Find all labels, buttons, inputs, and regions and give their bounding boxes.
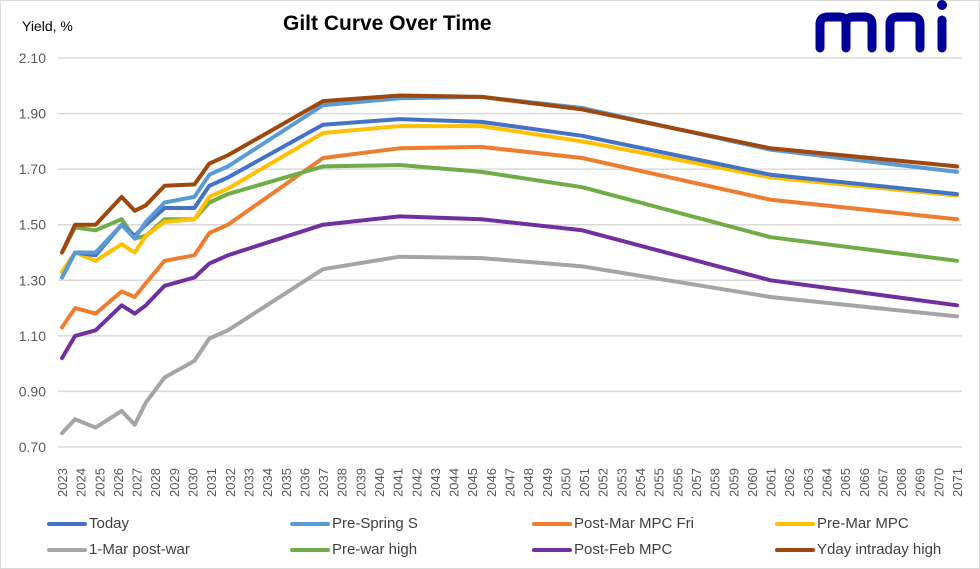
x-tick-label: 2038	[335, 468, 350, 497]
x-tick-label: 2054	[633, 468, 648, 497]
x-tick-label: 2065	[838, 468, 853, 497]
x-tick-label: 2059	[726, 468, 741, 497]
x-tick-label: 2027	[130, 468, 145, 497]
y-tick-label: 1.90	[19, 106, 46, 122]
legend-swatch	[775, 521, 815, 526]
x-tick-label: 2031	[204, 468, 219, 497]
x-tick-label: 2032	[223, 468, 238, 497]
legend-swatch	[775, 547, 815, 552]
x-tick-label: 2047	[503, 468, 518, 497]
legend-item: Pre-war high	[290, 541, 417, 558]
x-tick-label: 2043	[428, 468, 443, 497]
series-line-1-mar-post-war	[60, 254, 959, 436]
x-tick-label: 2040	[372, 468, 387, 497]
series-line-post-mar-mpc-fri	[60, 144, 959, 330]
y-tick-label: 2.10	[19, 50, 46, 66]
x-tick-label: 2026	[111, 468, 126, 497]
legend-label: Today	[89, 515, 130, 532]
x-tick-label: 2028	[148, 468, 163, 497]
x-tick-label: 2063	[801, 468, 816, 497]
x-tick-label: 2052	[596, 468, 611, 497]
logo-i-dot	[937, 0, 947, 10]
x-tick-label: 2044	[447, 468, 462, 497]
x-tick-label: 2058	[708, 468, 723, 497]
x-tick-label: 2060	[745, 468, 760, 497]
legend-item: Pre-Mar MPC	[775, 515, 909, 532]
x-tick-label: 2036	[297, 468, 312, 497]
y-tick-label: 1.70	[19, 161, 46, 177]
legend-swatch	[532, 521, 572, 526]
x-tick-label: 2023	[55, 468, 70, 497]
legend-label: Pre-Mar MPC	[817, 515, 909, 532]
legend-label: Post-Mar MPC Fri	[574, 515, 694, 532]
y-tick-label: 1.50	[19, 217, 46, 233]
x-tick-label: 2024	[74, 468, 89, 497]
chart-title: Gilt Curve Over Time	[283, 12, 492, 35]
x-tick-label: 2045	[465, 468, 480, 497]
legend-item: Post-Mar MPC Fri	[532, 515, 694, 532]
legend-swatch	[290, 547, 330, 552]
legend-swatch	[290, 521, 330, 526]
x-tick-label: 2037	[316, 468, 331, 497]
x-tick-label: 2042	[409, 468, 424, 497]
legend-swatch	[47, 547, 87, 552]
x-tick-label: 2051	[577, 468, 592, 497]
legend-label: Yday intraday high	[817, 541, 942, 558]
legend-item: Post-Feb MPC	[532, 541, 672, 558]
x-tick-label: 2029	[167, 468, 182, 497]
legend-label: 1-Mar post-war	[89, 541, 190, 558]
x-tick-label: 2046	[484, 468, 499, 497]
legend-swatch	[532, 547, 572, 552]
series-line-post-feb-mpc	[60, 214, 959, 361]
x-tick-label: 2050	[558, 468, 573, 497]
legend-label: Pre-Spring S	[332, 515, 418, 532]
x-tick-label: 2033	[241, 468, 256, 497]
x-tick-label: 2069	[913, 468, 928, 497]
x-tick-label: 2048	[521, 468, 536, 497]
y-tick-label: 0.90	[19, 383, 46, 399]
x-tick-label: 2068	[894, 468, 909, 497]
x-tick-label: 2071	[950, 468, 965, 497]
x-tick-label: 2039	[353, 468, 368, 497]
x-tick-label: 2055	[652, 468, 667, 497]
series-line-yday-intraday-high	[60, 93, 959, 255]
x-tick-label: 2062	[782, 468, 797, 497]
x-tick-label: 2067	[875, 468, 890, 497]
x-tick-label: 2061	[764, 468, 779, 497]
y-tick-label: 0.70	[19, 439, 46, 455]
x-tick-label: 2049	[540, 468, 555, 497]
legend-item: 1-Mar post-war	[47, 541, 190, 558]
x-tick-label: 2041	[391, 468, 406, 497]
y-tick-label: 1.30	[19, 272, 46, 288]
x-tick-label: 2066	[857, 468, 872, 497]
x-tick-label: 2064	[819, 468, 834, 497]
x-tick-label: 2053	[614, 468, 629, 497]
logo-letter-n	[885, 12, 925, 53]
legend-item: Yday intraday high	[775, 541, 941, 558]
x-tick-label: 2056	[670, 468, 685, 497]
y-axis-title: Yield, %	[22, 18, 73, 34]
x-tick-label: 2034	[260, 468, 275, 497]
legend-item: Pre-Spring S	[290, 515, 418, 532]
x-tick-label: 2057	[689, 468, 704, 497]
legend-swatch	[47, 521, 87, 526]
mni-logo	[815, 0, 947, 53]
x-tick-label: 2025	[92, 468, 107, 497]
logo-letter-m	[815, 12, 877, 53]
x-tick-label: 2035	[279, 468, 294, 497]
y-tick-label: 1.10	[19, 328, 46, 344]
legend-label: Post-Feb MPC	[574, 541, 673, 558]
x-tick-label: 2030	[186, 468, 201, 497]
series-line-pre-mar-mpc	[60, 124, 959, 274]
x-tick-label: 2070	[931, 468, 946, 497]
legend-item: Today	[47, 515, 129, 532]
legend-label: Pre-war high	[332, 541, 418, 558]
